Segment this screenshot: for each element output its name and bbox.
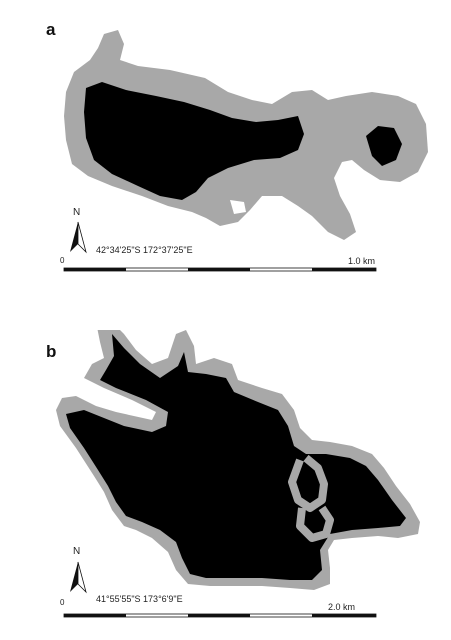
scale-origin-label: 0 — [60, 598, 65, 607]
map-panel-b: b N 0 41°55'55"S 173°6'9"E 2.0 km — [0, 330, 451, 640]
north-arrow-icon — [70, 221, 87, 254]
panel-label: b — [46, 342, 57, 361]
habitat-core-island — [366, 126, 402, 166]
north-label: N — [73, 207, 81, 218]
coordinate-label: 41°55'55"S 173°6'9"E — [96, 594, 183, 604]
panel-label: a — [46, 20, 56, 39]
north-label: N — [73, 546, 81, 557]
scale-bar — [63, 613, 377, 618]
map-figure-a — [63, 30, 428, 272]
scale-origin-label: 0 — [60, 256, 65, 265]
north-arrow-icon — [70, 561, 87, 594]
scale-label: 1.0 km — [348, 256, 376, 266]
scale-bar — [63, 267, 377, 272]
coordinate-label: 42°34'25"S 172°37'25"E — [96, 245, 193, 255]
scale-label: 2.0 km — [328, 602, 356, 612]
buffer-division — [288, 454, 334, 542]
habitat-core — [84, 82, 304, 200]
buffer-notch — [230, 200, 246, 214]
map-figure-b — [56, 330, 420, 618]
map-panel-a: a N 0 42°34'25"S 172°37'25"E 1.0 km — [0, 0, 451, 300]
habitat-core — [66, 334, 406, 580]
